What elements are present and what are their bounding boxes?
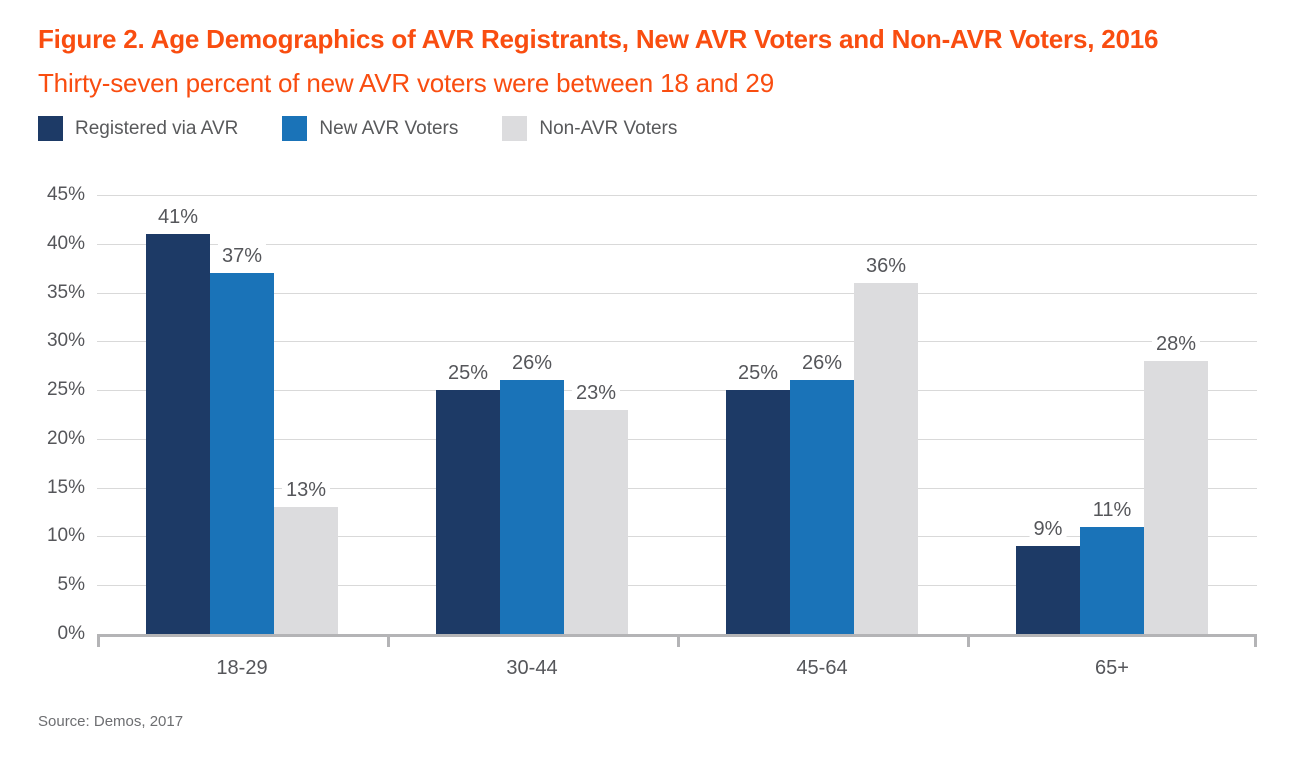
bar-value-label: 25%: [733, 361, 783, 385]
bar-registered-via-avr: [726, 390, 790, 634]
chart-legend: Registered via AVR New AVR Voters Non-AVR …: [38, 116, 677, 141]
figure-title: Figure 2. Age Demographics of AVR Regist…: [38, 24, 1159, 54]
gridline: [97, 585, 1257, 586]
bar-value-label: 13%: [281, 478, 331, 502]
bar-value-label: 26%: [797, 351, 847, 375]
bar-non-avr-voters: [564, 410, 628, 634]
figure-subtitle: Thirty-seven percent of new AVR voters w…: [38, 68, 774, 98]
x-axis-category-label: 65+: [1095, 657, 1129, 679]
bar-value-label: 11%: [1088, 498, 1136, 522]
legend-swatch: [502, 116, 528, 141]
bar-non-avr-voters: [274, 507, 338, 634]
legend-item: Non-AVR Voters: [502, 116, 677, 141]
y-axis-tick-label: 20%: [46, 428, 85, 449]
bar-value-label: 41%: [153, 205, 203, 229]
y-axis-tick-label: 35%: [46, 282, 85, 303]
gridline: [97, 341, 1257, 342]
legend-item: Registered via AVR: [38, 116, 238, 141]
bar-value-label: 25%: [443, 361, 493, 385]
y-axis-tick-label: 45%: [46, 184, 85, 205]
bar-registered-via-avr: [436, 390, 500, 634]
x-axis-tick: [677, 637, 680, 647]
x-axis-category-label: 18-29: [216, 657, 268, 679]
gridline: [97, 195, 1257, 196]
y-axis-tick-label: 15%: [46, 477, 85, 498]
gridline: [97, 439, 1257, 440]
bar-value-label: 37%: [217, 244, 267, 268]
bar-new-avr-voters: [1080, 527, 1144, 634]
x-axis-tick: [1254, 637, 1257, 647]
gridline: [97, 536, 1257, 537]
x-axis-category-label: 30-44: [506, 657, 558, 679]
legend-item: New AVR Voters: [282, 116, 458, 141]
x-axis-line: [97, 634, 1257, 637]
bar-value-label: 36%: [861, 254, 911, 278]
bar-new-avr-voters: [500, 380, 564, 634]
y-axis-tick-label: 5%: [57, 574, 85, 595]
x-axis-category-label: 45-64: [796, 657, 848, 679]
legend-swatch: [282, 116, 308, 141]
y-axis-tick-label: 25%: [46, 379, 85, 400]
legend-item-label: Registered via AVR: [75, 117, 239, 139]
bar-value-label: 26%: [507, 351, 557, 375]
bar-value-label: 28%: [1151, 332, 1201, 356]
x-axis-tick: [967, 637, 970, 647]
bar-non-avr-voters: [854, 283, 918, 634]
gridline: [97, 488, 1257, 489]
bar-registered-via-avr: [146, 234, 210, 634]
bar-new-avr-voters: [210, 273, 274, 634]
bar-non-avr-voters: [1144, 361, 1208, 634]
y-axis-tick-label: 40%: [46, 233, 85, 254]
bar-value-label: 23%: [571, 381, 621, 405]
bar-registered-via-avr: [1016, 546, 1080, 634]
gridline: [97, 293, 1257, 294]
bar-value-label: 9%: [1029, 517, 1067, 541]
gridline: [97, 244, 1257, 245]
y-axis-tick-label: 0%: [57, 623, 85, 644]
x-axis-tick: [387, 637, 390, 647]
bar-new-avr-voters: [790, 380, 854, 634]
gridline: [97, 390, 1257, 391]
legend-item-label: Non-AVR Voters: [539, 117, 678, 139]
y-axis-tick-label: 30%: [46, 330, 85, 351]
legend-swatch: [38, 116, 63, 141]
y-axis-tick-label: 10%: [46, 525, 85, 546]
source-note: Source: Demos, 2017: [38, 713, 184, 730]
legend-item-label: New AVR Voters: [319, 117, 459, 139]
x-axis-tick: [97, 637, 100, 647]
